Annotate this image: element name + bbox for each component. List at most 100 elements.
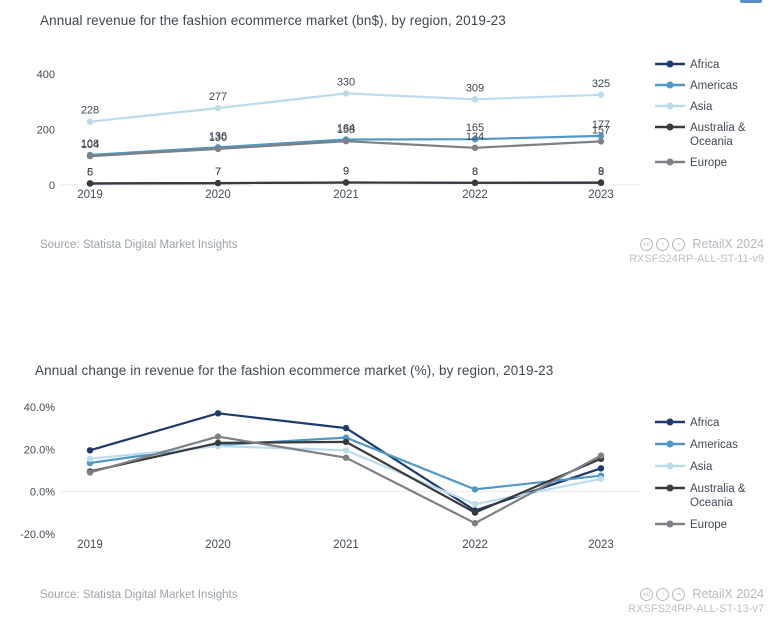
attribution-code: RXSFS24RP-ALL-ST-13-v7: [628, 603, 764, 615]
y-axis-tick-label: -20.0%: [20, 529, 55, 541]
chart-title-revenue: Annual revenue for the fashion ecommerce…: [40, 13, 506, 28]
legend-label: Asia: [690, 461, 713, 473]
series-line-asia: [88, 92, 603, 123]
legend-label: Europe: [690, 519, 727, 531]
data-point-label: 165: [466, 122, 484, 134]
legend-label: Europe: [690, 157, 727, 169]
y-axis-tick-label: 20.0%: [24, 444, 55, 456]
x-axis-year-label: 2022: [462, 189, 488, 201]
data-point-label: 130: [209, 132, 227, 144]
data-point: [214, 145, 222, 153]
legend-swatch-dot: [666, 60, 674, 68]
data-point-label: 7: [215, 166, 221, 178]
data-point-label: 177: [592, 119, 610, 131]
series-line-americas: [88, 436, 603, 491]
data-point: [214, 104, 222, 112]
data-point-label: 330: [337, 76, 355, 88]
data-point: [471, 144, 479, 151]
data-point: [597, 452, 605, 459]
data-point: [342, 454, 350, 461]
cc-icon: cc: [640, 587, 654, 601]
attribution-brand: RetailX 2024: [692, 237, 764, 251]
data-point-label: 108: [81, 138, 99, 150]
data-point: [214, 410, 222, 417]
attribution-brand: RetailX 2024: [692, 587, 764, 601]
data-point-label: 9: [598, 166, 604, 178]
data-point: [342, 179, 350, 186]
x-axis-year-label: 2020: [205, 539, 231, 551]
data-point-label: 134: [466, 131, 484, 143]
data-point: [597, 179, 605, 186]
cc-by-icon: i: [656, 237, 670, 251]
data-point: [214, 433, 222, 440]
data-point: [214, 439, 222, 447]
change-line-chart: -20.0% 0.0% 20.0% 40.0% 2019 2020 2021 2022 2023…: [20, 402, 746, 551]
data-point: [471, 520, 479, 527]
data-point: [86, 152, 94, 160]
data-point: [86, 455, 94, 462]
data-point: [342, 138, 350, 145]
data-point-label: 325: [592, 78, 610, 90]
attribution-block: cc i = RetailX 2024 RXSFS24RP-ALL-ST-11-…: [629, 237, 764, 265]
legend-swatch-dot: [666, 520, 674, 528]
cc-by-icon: i: [656, 587, 670, 601]
data-point: [471, 486, 479, 493]
data-point-label: 8: [472, 166, 478, 178]
legend-label: Australia &: [690, 483, 746, 495]
data-point-label: 9: [343, 166, 349, 178]
y-axis-tick-label: 0.0%: [30, 487, 55, 499]
y-axis-tick-label: 400: [37, 69, 55, 81]
data-point-label: 158: [337, 124, 355, 136]
legend-label: Oceania: [690, 497, 733, 509]
data-point-label: 9: [343, 166, 349, 178]
data-point: [471, 179, 479, 186]
data-point: [86, 447, 94, 454]
source-text: Source: Statista Digital Market Insights: [40, 589, 238, 601]
data-point-label: 8: [598, 166, 604, 178]
chart-title-change: Annual change in revenue for the fashion…: [35, 363, 554, 378]
data-point: [471, 96, 479, 103]
source-text: Source: Statista Digital Market Insights: [40, 239, 238, 251]
y-axis-tick-label: 0: [49, 180, 55, 192]
data-point-label: 8: [472, 166, 478, 178]
data-point: [342, 424, 350, 432]
data-point: [597, 132, 605, 140]
legend-label: Americas: [690, 80, 738, 92]
x-axis-year-label: 2022: [462, 539, 488, 551]
x-axis-year-label: 2023: [588, 189, 614, 201]
data-point: [214, 179, 222, 187]
data-point-label: 164: [337, 123, 355, 135]
legend-swatch-dot: [666, 102, 674, 110]
data-point-label: 104: [81, 139, 99, 151]
data-point: [342, 90, 350, 97]
x-axis-year-label: 2021: [333, 539, 359, 551]
legend-label: Africa: [690, 417, 720, 429]
legend-swatch-dot: [666, 158, 674, 166]
data-point: [86, 469, 94, 476]
cc-nd-icon: =: [672, 237, 686, 251]
y-axis-tick-label: 200: [37, 125, 55, 137]
x-axis-year-label: 2019: [77, 539, 103, 551]
cc-nd-icon: =: [672, 587, 686, 601]
legend-label: Africa: [690, 59, 720, 71]
data-point: [342, 438, 350, 446]
data-point: [471, 501, 479, 508]
data-point-label: 228: [81, 105, 99, 117]
data-point-label: 309: [466, 82, 484, 94]
data-point: [342, 447, 350, 454]
data-point: [471, 509, 479, 516]
legend-swatch-dot: [666, 123, 674, 131]
legend-swatch-dot: [666, 440, 674, 448]
data-point: [86, 118, 94, 125]
x-axis-year-label: 2023: [588, 539, 614, 551]
legend-swatch-dot: [666, 81, 674, 89]
x-axis-year-label: 2019: [77, 189, 103, 201]
data-point: [597, 91, 605, 98]
data-point: [597, 475, 605, 482]
cc-icon: cc: [640, 237, 654, 251]
y-axis-tick-label: 40.0%: [24, 402, 55, 414]
data-point: [597, 138, 605, 145]
legend-label: Oceania: [690, 136, 733, 148]
legend-swatch-dot: [666, 418, 674, 426]
